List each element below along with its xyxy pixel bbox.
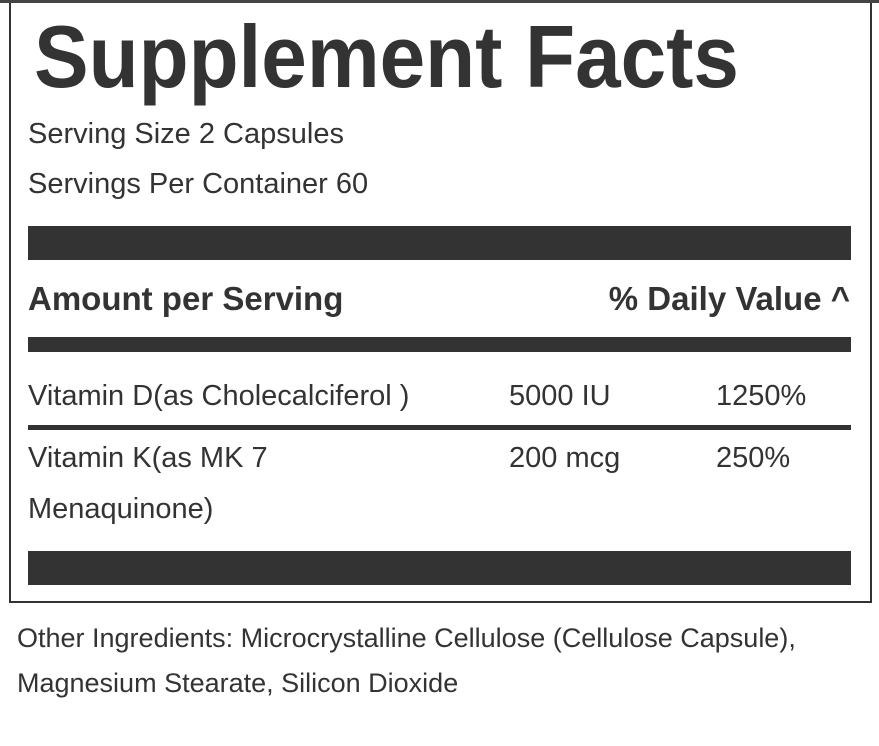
nutrient-name: Vitamin D(as Cholecalciferol ): [28, 380, 410, 412]
daily-value-header: % Daily Value ^: [608, 280, 850, 317]
panel-title: Supplement Facts: [34, 7, 739, 106]
other-ingredients: Other Ingredients: Microcrystalline Cell…: [17, 623, 796, 698]
medium-divider: [28, 337, 851, 352]
nutrient-amount: 5000 IU: [509, 380, 611, 412]
thick-divider: [28, 226, 851, 260]
serving-size: Serving Size 2 Capsules: [28, 118, 344, 150]
nutrient-daily-value: 250%: [716, 442, 791, 474]
nutrient-name: Vitamin K(as MK 7: [28, 442, 268, 474]
nutrient-daily-value: 1250%: [716, 380, 807, 412]
nutrient-amount: 200 mcg: [509, 442, 621, 474]
top-border: [0, 0, 879, 3]
thin-divider: [28, 425, 851, 430]
nutrient-name-continued: Menaquinone): [28, 493, 214, 525]
servings-per-container: Servings Per Container 60: [28, 168, 369, 200]
thick-divider: [28, 551, 851, 585]
amount-per-serving-header: Amount per Serving: [28, 280, 344, 317]
supplement-facts-panel: [9, 3, 872, 603]
